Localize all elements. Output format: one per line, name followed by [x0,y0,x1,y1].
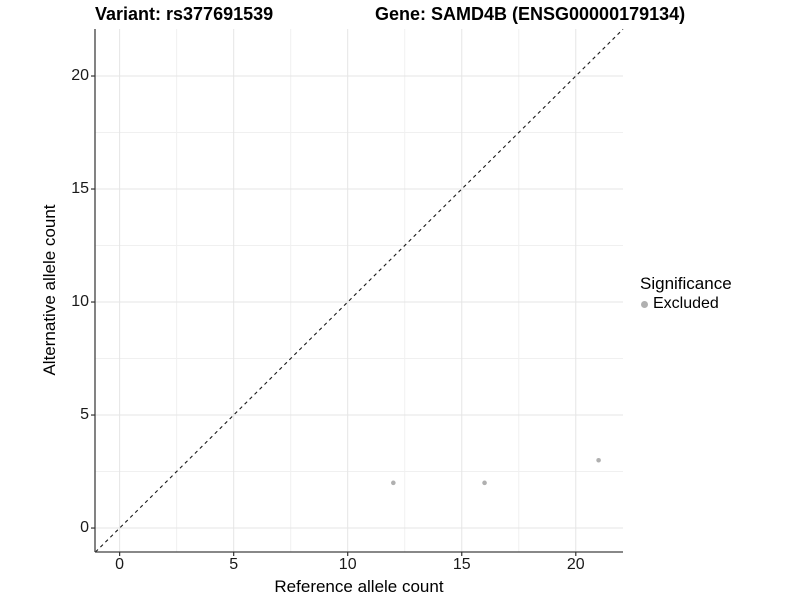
x-axis-title: Reference allele count [274,577,444,596]
legend-point-icon [641,300,648,308]
y-axis-title: Alternative allele count [40,204,59,376]
data-point [391,480,396,486]
x-tick-label: 15 [452,556,471,573]
x-tick-label: 10 [338,556,357,573]
y-tick-label: 5 [80,406,89,424]
y-tick-label: 20 [71,67,89,84]
legend-item-label: Excluded [653,295,719,312]
legend-item: Excluded [640,295,732,313]
legend-title: Significance [640,274,732,293]
y-tick-label: 15 [71,180,89,198]
legend: Significance Excluded [640,275,732,313]
plot-title-variant: Variant: rs377691539 [95,4,274,24]
data-point [596,457,601,463]
x-tick-label: 20 [566,556,585,573]
legend-items: Excluded [640,295,732,313]
x-tick-label: 5 [229,556,239,573]
x-tick-label: 0 [115,556,125,573]
y-tick-label: 0 [80,519,89,537]
identity-dashed-line [95,28,624,553]
y-tick-label: 10 [71,293,89,311]
plot-title-gene: Gene: SAMD4B (ENSG00000179134) [375,4,686,24]
data-point [482,480,487,486]
